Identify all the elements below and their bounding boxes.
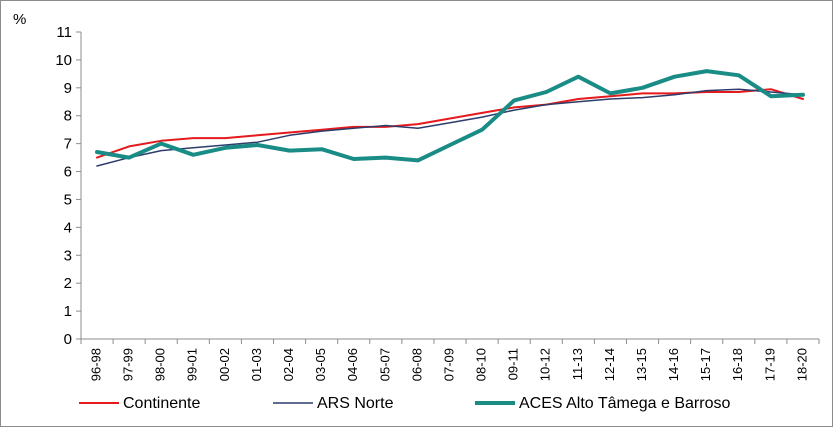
legend-label: Continente <box>123 395 200 412</box>
x-tick-label: 05-07 <box>377 348 392 381</box>
x-tick-label: 18-20 <box>794 348 809 381</box>
x-tick-label: 99-01 <box>185 348 200 381</box>
x-tick-label: 01-03 <box>249 348 264 381</box>
x-tick-label: 02-04 <box>281 348 296 381</box>
x-tick-label: 97-99 <box>121 348 136 381</box>
y-tick-label: 0 <box>64 331 72 348</box>
x-tick-label: 98-00 <box>153 348 168 381</box>
legend-label: ACES Alto Tâmega e Barroso <box>519 395 730 412</box>
legend: Continente ARS Norte ACES Alto Tâmega e Ba… <box>79 395 730 412</box>
x-tick-label: 04-06 <box>345 348 360 381</box>
y-tick-label: 2 <box>64 275 72 292</box>
y-tick-label: 9 <box>64 80 72 97</box>
x-tick-label: 12-14 <box>602 348 617 381</box>
y-tick-label: 7 <box>64 136 72 153</box>
y-tick-label: 1 <box>64 303 72 320</box>
x-tick-label: 13-15 <box>634 348 649 381</box>
x-tick-label: 08-10 <box>474 348 489 381</box>
y-tick-label: 10 <box>55 52 72 69</box>
y-axis-label: % <box>13 11 26 28</box>
y-tick-label: 4 <box>64 219 72 236</box>
series-line-1 <box>96 88 804 167</box>
x-tick-label: 10-12 <box>538 348 553 381</box>
x-tick-label: 07-09 <box>441 348 456 381</box>
x-tick-label: 16-18 <box>730 348 745 381</box>
y-tick-label: 5 <box>64 191 72 208</box>
x-tick-label: 14-16 <box>666 348 681 381</box>
x-tick-label: 11-13 <box>570 348 585 380</box>
series-line-2 <box>95 69 805 163</box>
x-tick-label: 17-19 <box>762 348 777 381</box>
y-tick-label: 11 <box>56 24 72 41</box>
y-tick-label: 3 <box>64 247 72 264</box>
x-tick-label: 09-11 <box>506 348 521 380</box>
y-tick-label: 6 <box>64 164 72 181</box>
x-tick-label: 03-05 <box>313 348 328 381</box>
x-axis: 96-98 97-99 98-00 99-01 00-02 01-03 02-04 03-05… <box>80 338 820 381</box>
x-tick-label: 00-02 <box>217 348 232 381</box>
legend-label: ARS Norte <box>317 395 394 412</box>
y-axis: 0 1 2 3 4 5 6 7 8 9 10 11 <box>55 24 82 348</box>
x-tick-label: 96-98 <box>88 348 103 381</box>
x-tick-label: 15-17 <box>698 348 713 381</box>
x-tick-label: 06-08 <box>409 348 424 381</box>
y-tick-label: 8 <box>64 108 72 125</box>
series-group <box>95 69 805 167</box>
